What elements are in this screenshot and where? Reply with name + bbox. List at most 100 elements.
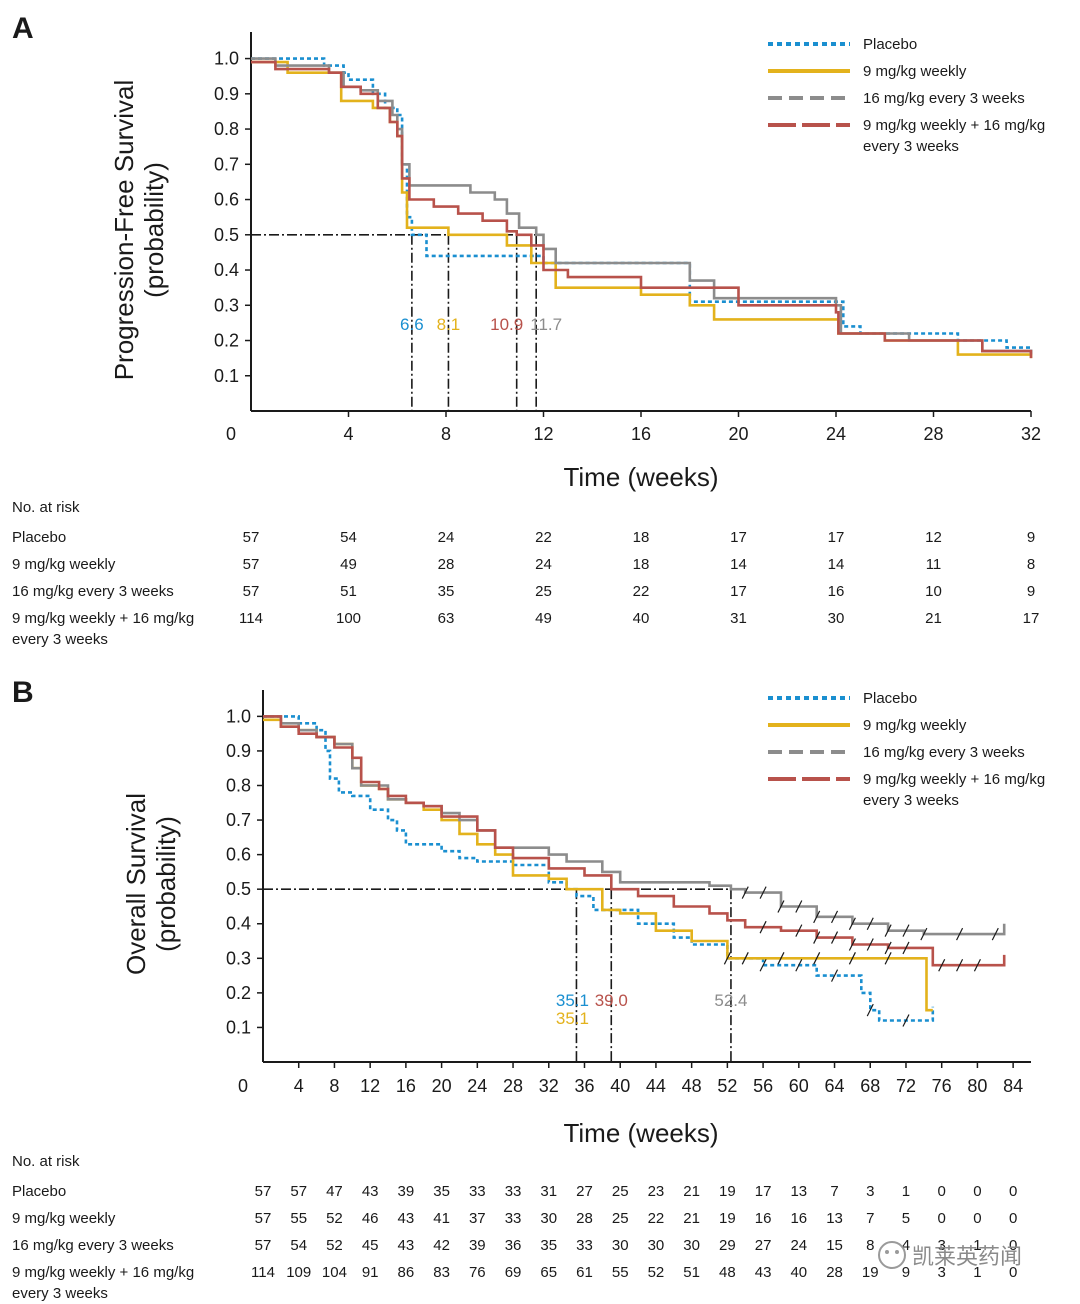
risk-row-label: Placebo <box>12 1183 66 1200</box>
y-tick-label: 0.9 <box>214 84 239 104</box>
risk-cell: 22 <box>633 583 650 600</box>
series-line-combined <box>263 715 1006 967</box>
risk-cell: 33 <box>469 1183 486 1200</box>
risk-cell: 45 <box>362 1237 379 1254</box>
risk-cell: 41 <box>433 1210 450 1227</box>
x-tick-label: 12 <box>360 1076 380 1096</box>
risk-cell: 91 <box>362 1264 379 1281</box>
risk-cell: 100 <box>336 610 361 627</box>
risk-cell: 7 <box>866 1210 874 1227</box>
risk-cell: 28 <box>576 1210 593 1227</box>
risk-cell: 12 <box>925 529 942 546</box>
risk-cell: 57 <box>255 1183 272 1200</box>
risk-cell: 0 <box>1009 1264 1017 1281</box>
risk-cell: 18 <box>633 556 650 573</box>
risk-cell: 57 <box>255 1210 272 1227</box>
x-tick-label: 20 <box>432 1076 452 1096</box>
risk-cell: 21 <box>925 610 942 627</box>
risk-cell: 18 <box>633 529 650 546</box>
censor-mark <box>920 927 928 941</box>
censor-mark <box>848 952 856 965</box>
risk-cell: 23 <box>648 1183 665 1200</box>
censor-mark <box>741 886 749 899</box>
risk-cell: 11 <box>926 556 942 573</box>
x-tick-label: 52 <box>717 1076 737 1096</box>
risk-cell: 35 <box>433 1183 450 1200</box>
risk-cell: 17 <box>828 529 845 546</box>
x-tick-label: 32 <box>539 1076 559 1096</box>
x-tick-label: 8 <box>329 1076 339 1096</box>
risk-cell: 36 <box>505 1237 522 1254</box>
risk-cell: 3 <box>866 1183 874 1200</box>
risk-cell: 17 <box>1023 610 1040 627</box>
risk-cell: 57 <box>290 1183 307 1200</box>
y-tick-label: 0.8 <box>214 119 239 139</box>
risk-row-label: Placebo <box>12 529 66 546</box>
y-tick-label: 0.2 <box>214 331 239 351</box>
risk-cell: 61 <box>576 1264 593 1281</box>
risk-cell: 25 <box>535 583 552 600</box>
risk-row-label: 9 mg/kg weekly <box>12 1210 116 1227</box>
legend-label-combined: 9 mg/kg weekly + 16 mg/kg <box>863 771 1045 788</box>
median-label-placebo: 35.1 <box>556 991 589 1010</box>
risk-cell: 28 <box>826 1264 843 1281</box>
x-tick-label: 20 <box>728 424 748 444</box>
x-tick-label: 68 <box>860 1076 880 1096</box>
risk-cell: 19 <box>719 1210 736 1227</box>
risk-cell: 43 <box>755 1264 772 1281</box>
risk-cell: 14 <box>828 556 845 573</box>
risk-cell: 52 <box>648 1264 665 1281</box>
risk-cell: 39 <box>469 1237 486 1254</box>
censor-mark <box>795 900 803 913</box>
risk-cell: 57 <box>243 556 260 573</box>
censor-mark <box>777 952 785 965</box>
chart-panel-b: 0.10.20.30.40.50.60.70.80.91.00 4 8 12 16 20 2… <box>12 690 1045 1302</box>
risk-cell: 16 <box>790 1210 807 1227</box>
risk-cell: 54 <box>340 529 357 546</box>
risk-table-title: No. at risk <box>12 1153 80 1170</box>
risk-row-label-line2: every 3 weeks <box>12 631 108 648</box>
y-tick-label: 0.9 <box>226 741 251 761</box>
risk-cell: 9 <box>902 1264 910 1281</box>
risk-cell: 48 <box>719 1264 736 1281</box>
median-label-q3w16: 11.7 <box>530 315 562 334</box>
y-tick-label: 0.1 <box>226 1017 251 1037</box>
x-tick-label: 44 <box>646 1076 666 1096</box>
censor-mark <box>759 958 767 972</box>
y-tick-label: 0.7 <box>214 154 239 174</box>
risk-cell: 30 <box>648 1237 665 1254</box>
x-axis-title: Time (weeks) <box>563 462 718 492</box>
risk-cell: 33 <box>505 1183 522 1200</box>
risk-cell: 29 <box>719 1237 736 1254</box>
censor-mark <box>884 952 892 965</box>
censor-mark <box>884 941 892 955</box>
risk-cell: 7 <box>830 1183 838 1200</box>
risk-cell: 25 <box>612 1183 629 1200</box>
censor-mark <box>991 927 999 941</box>
risk-cell: 31 <box>540 1183 557 1200</box>
risk-cell: 0 <box>973 1210 981 1227</box>
risk-cell: 43 <box>398 1210 415 1227</box>
risk-cell: 21 <box>683 1210 700 1227</box>
y-tick-label: 0.5 <box>214 225 239 245</box>
censor-mark <box>866 917 874 931</box>
y-axis-title: Overall Survival <box>121 793 151 975</box>
x-tick-label: 8 <box>441 424 451 444</box>
risk-cell: 17 <box>730 529 747 546</box>
censor-mark <box>813 910 821 924</box>
risk-cell: 114 <box>239 610 263 627</box>
censor-mark <box>777 900 785 913</box>
risk-cell: 52 <box>326 1237 343 1254</box>
x-tick-label: 0 <box>238 1076 248 1096</box>
risk-cell: 5 <box>902 1210 910 1227</box>
legend-label-weekly9: 9 mg/kg weekly <box>863 63 967 80</box>
risk-cell: 55 <box>612 1264 629 1281</box>
risk-cell: 31 <box>730 610 747 627</box>
series-line-placebo <box>263 715 935 1022</box>
risk-cell: 43 <box>398 1237 415 1254</box>
risk-cell: 4 <box>902 1237 910 1254</box>
y-tick-label: 0.4 <box>214 260 239 280</box>
median-label-q3w16: 52.4 <box>714 991 747 1010</box>
risk-cell: 37 <box>469 1210 486 1227</box>
risk-cell: 21 <box>683 1183 700 1200</box>
